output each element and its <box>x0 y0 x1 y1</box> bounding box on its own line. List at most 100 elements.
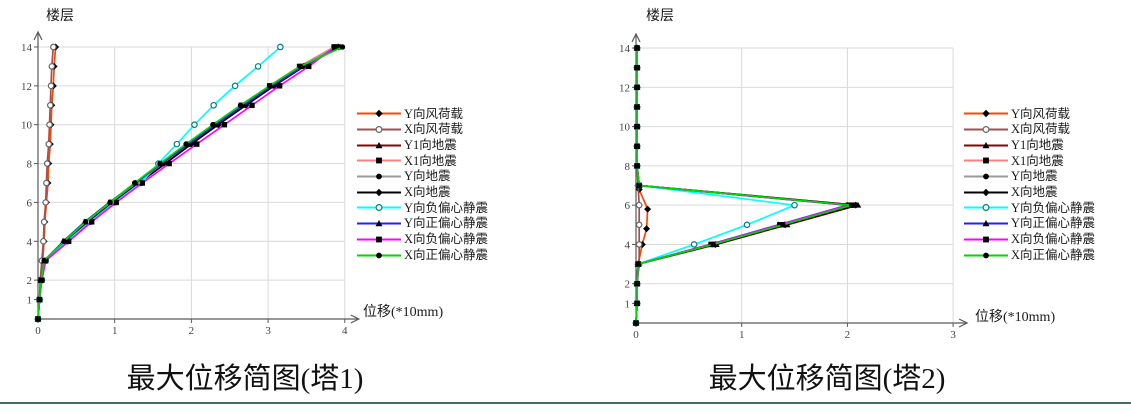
y-axis-arrow <box>33 30 43 41</box>
marker-circle-open <box>254 63 262 70</box>
marker-square <box>139 180 146 186</box>
y-tick-label: 1 <box>625 298 631 310</box>
legend-label-wind-y: Y向风荷载 <box>404 106 464 121</box>
marker-circle <box>634 104 640 110</box>
marker-diamond <box>375 110 383 118</box>
marker-circle <box>634 143 640 149</box>
y-tick-label: 6 <box>625 200 631 212</box>
marker-circle-open <box>210 101 217 109</box>
marker-triangle <box>375 220 383 227</box>
legend-swatch-static-y-pos <box>357 220 401 227</box>
legend-item-static-y-neg: Y向负偏心静震 <box>963 200 1095 216</box>
marker-circle <box>131 180 138 186</box>
y-tick-label: 4 <box>625 239 631 251</box>
marker-square <box>113 199 119 206</box>
legend-label-quake-x: X向地震 <box>404 185 451 200</box>
y-axis-arrow <box>631 32 641 43</box>
y-tick-label: 2 <box>625 279 631 291</box>
marker-circle <box>635 261 641 267</box>
marker-circle <box>38 277 44 283</box>
x-tick-label: 4 <box>342 325 348 337</box>
marker-square <box>376 236 382 243</box>
legend-item-wind-x: X向风荷载 <box>963 122 1095 138</box>
marker-circle <box>983 252 989 258</box>
marker-circle-open <box>42 199 49 206</box>
legend-label-static-x-pos: X向正偏心静震 <box>404 247 489 262</box>
marker-square <box>88 219 95 225</box>
x-tick-label: 1 <box>112 325 118 337</box>
series-line-quake-y1 <box>37 46 338 320</box>
series-line-static-y-pos <box>37 46 341 320</box>
marker-circle-open <box>43 179 50 187</box>
marker-circle <box>183 141 189 147</box>
marker-diamond <box>375 188 383 196</box>
marker-diamond <box>982 188 990 196</box>
marker-circle <box>107 199 113 206</box>
marker-circle <box>210 122 216 128</box>
y-tick-label: 8 <box>625 161 631 173</box>
legend-swatch-wind-x <box>964 126 1008 134</box>
series-line-static-y-neg <box>635 48 796 324</box>
marker-circle-open <box>982 204 990 212</box>
legend-swatch-quake-y <box>357 173 401 180</box>
x-tick-label: 0 <box>633 329 639 341</box>
marker-square <box>983 158 989 164</box>
legend-swatch-static-x-pos <box>964 252 1008 258</box>
series-line-quake-x1 <box>635 48 855 324</box>
marker-triangle <box>375 141 383 148</box>
series-line-quake-x1 <box>37 46 335 320</box>
legend-item-wind-y: Y向风荷载 <box>963 106 1095 122</box>
y-tick-label: 12 <box>21 81 32 93</box>
marker-circle-open <box>43 160 51 167</box>
marker-square <box>777 222 783 228</box>
marker-circle <box>35 316 41 322</box>
y-tick-label: 6 <box>27 197 33 209</box>
legend-label-static-y-neg: Y向负偏心静震 <box>1011 200 1096 215</box>
marker-circle-open <box>231 82 239 90</box>
legend-swatch-static-x-neg <box>964 236 1008 243</box>
x-tick-label: 1 <box>739 329 745 341</box>
legend-tower1: Y向风荷载 X向风荷载 Y1向地震 X1向地震 Y向地震 X向地震 Y向负偏心静震 Y向正偏心… <box>356 106 488 263</box>
legend-label-static-x-neg: X向负偏心静震 <box>1011 232 1096 247</box>
legend-item-quake-x: X向地震 <box>963 184 1095 200</box>
legend-label-quake-y1: Y1向地震 <box>1011 137 1064 152</box>
y-tick-label: 14 <box>619 43 631 55</box>
marker-circle <box>634 123 640 130</box>
marker-circle <box>636 182 642 189</box>
legend-swatch-quake-x1 <box>964 158 1008 164</box>
marker-square <box>276 83 283 89</box>
marker-circle-open <box>375 204 383 212</box>
legend-label-quake-x1: X1向地震 <box>404 153 457 168</box>
y-tick-label: 14 <box>21 42 33 54</box>
marker-circle <box>339 44 346 50</box>
bottom-divider <box>0 402 1131 404</box>
marker-circle-open <box>46 121 53 128</box>
marker-circle <box>237 102 244 108</box>
legend-tower2: Y向风荷载 X向风荷载 Y1向地震 X1向地震 Y向地震 X向地震 Y向负偏心静震 Y向正偏心… <box>963 106 1095 263</box>
legend-swatch-quake-x <box>964 188 1008 196</box>
legend-swatch-static-y-pos <box>964 220 1008 227</box>
legend-item-quake-y1: Y1向地震 <box>963 137 1095 153</box>
marker-square <box>249 102 255 108</box>
marker-circle <box>376 252 382 258</box>
marker-circle-open <box>191 121 198 128</box>
x-axis-arrow <box>350 314 361 324</box>
x-tick-label: 3 <box>950 329 956 341</box>
marker-diamond <box>644 205 652 213</box>
marker-triangle <box>982 141 990 148</box>
x-tick-label: 3 <box>265 325 271 337</box>
series-line-quake-x <box>37 46 340 320</box>
legend-swatch-static-x-pos <box>357 252 401 258</box>
legend-swatch-quake-y1 <box>357 141 401 148</box>
legend-label-quake-y: Y向地震 <box>404 169 451 184</box>
chart-title-tower2: 最大位移简图(塔2) <box>708 363 946 395</box>
legend-swatch-quake-x <box>357 188 401 196</box>
legend-item-static-x-neg: X向负偏心静震 <box>963 232 1095 248</box>
marker-circle-open <box>791 201 798 209</box>
legend-label-wind-x: X向风荷载 <box>1011 122 1071 137</box>
legend-item-quake-y1: Y1向地震 <box>356 137 488 153</box>
series-line-static-x-neg <box>635 48 850 324</box>
